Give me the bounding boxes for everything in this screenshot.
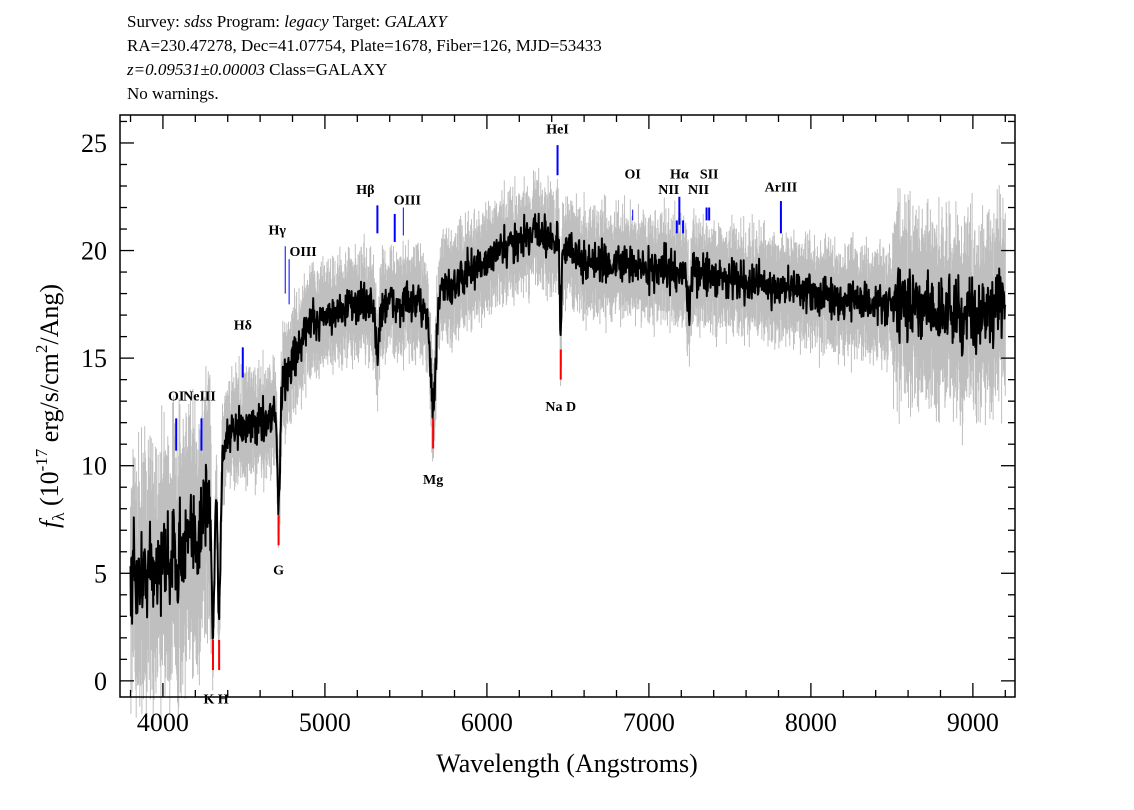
x-tick-label: 4000 [137, 708, 189, 737]
absorption-line-label: H [218, 692, 229, 707]
emission-line-label: OI [625, 168, 641, 183]
x-tick-label: 6000 [461, 708, 513, 737]
emission-line-label: OIII [290, 245, 317, 260]
absorption-line-label: K [204, 692, 215, 707]
y-tick-label: 20 [81, 237, 107, 266]
header-line-warnings: No warnings. [127, 84, 219, 103]
header-line-target: Survey: sdss Program: legacy Target: GAL… [127, 12, 447, 31]
emission-line-label: HeI [546, 123, 569, 138]
absorption-line-label: Mg [423, 473, 443, 488]
y-tick-label: 5 [94, 559, 107, 588]
emission-line-label: OIII [394, 194, 421, 209]
emission-line-label: OI [168, 389, 184, 404]
y-tick-label: 25 [81, 129, 107, 158]
header-line-redshift: z=0.09531±0.00003 Class=GALAXY [127, 60, 388, 79]
emission-line-label: NII [658, 183, 679, 198]
y-tick-label: 10 [81, 452, 107, 481]
y-tick-label: 15 [81, 344, 107, 373]
emission-line-label: NII [688, 183, 709, 198]
emission-line-label: Hγ [269, 224, 287, 239]
emission-line-label: Hα [670, 168, 689, 183]
emission-line-label: SII [700, 168, 719, 183]
header-line-coordinates: RA=230.47278, Dec=41.07754, Plate=1678, … [127, 36, 602, 55]
absorption-line-label: G [273, 563, 284, 578]
emission-line-label: Hβ [356, 183, 374, 198]
emission-line-label: Hδ [234, 318, 252, 333]
emission-line-label: ArIII [765, 181, 798, 196]
y-axis-label: fλ (10-17 erg/s/cm2/Ang) [32, 284, 68, 528]
emission-line-label: NeIII [183, 389, 216, 404]
x-tick-label: 9000 [947, 708, 999, 737]
x-axis-label: Wavelength (Angstroms) [436, 749, 697, 778]
absorption-line-label: Na D [545, 400, 576, 415]
x-tick-label: 5000 [299, 708, 351, 737]
spectrum-header: Survey: sdss Program: legacy Target: GAL… [127, 10, 602, 106]
y-tick-label: 0 [94, 667, 107, 696]
x-tick-label: 8000 [785, 708, 837, 737]
plot-frame [119, 114, 1016, 698]
x-tick-label: 7000 [623, 708, 675, 737]
flux-line [129, 212, 1007, 640]
